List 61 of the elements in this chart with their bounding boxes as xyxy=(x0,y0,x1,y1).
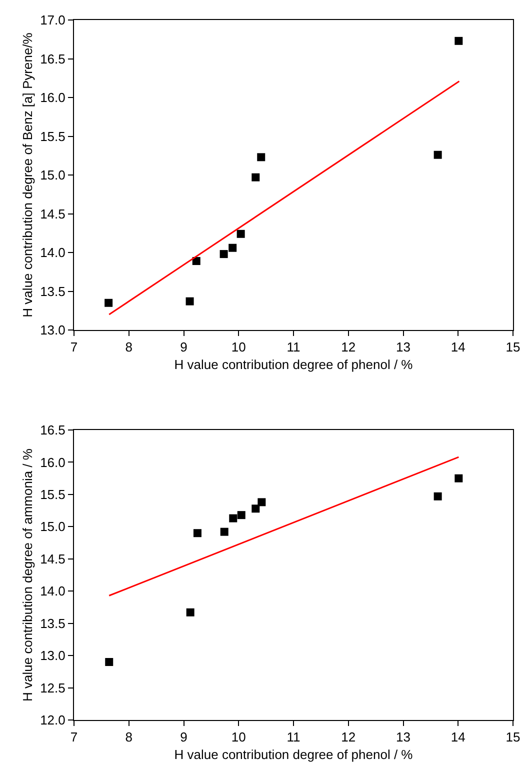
x-tick-label: 11 xyxy=(286,730,300,745)
x-tick-label: 15 xyxy=(506,730,520,745)
y-tick-label: 15.0 xyxy=(40,168,66,183)
x-tick-label: 13 xyxy=(396,730,410,745)
point xyxy=(257,153,266,162)
y-tick-label: 13.0 xyxy=(40,322,66,338)
x-tick-label: 10 xyxy=(231,730,246,745)
point xyxy=(220,528,228,536)
x-tick-label: 10 xyxy=(231,340,246,355)
point xyxy=(454,36,463,45)
y-tick-label: 15.5 xyxy=(40,128,66,144)
y-axis-title: H value contribution degree of ammonia / % xyxy=(20,448,36,702)
x-tick-label: 15 xyxy=(506,340,520,355)
x-tick-label: 12 xyxy=(341,340,356,355)
x-tick-label: 9 xyxy=(180,730,188,745)
y-tick-label: 14.0 xyxy=(40,245,66,260)
y-tick-label: 14.5 xyxy=(40,206,66,222)
x-tick-label: 8 xyxy=(125,340,132,355)
y-tick-label: 14.0 xyxy=(40,584,66,599)
point xyxy=(105,658,114,666)
x-tick-label: 7 xyxy=(70,730,78,745)
y-tick-label: 16.5 xyxy=(40,51,66,66)
y-tick-label: 14.5 xyxy=(40,551,66,566)
y-tick-label: 16.5 xyxy=(40,422,66,438)
point xyxy=(454,474,463,482)
x-tick-label: 8 xyxy=(125,730,132,745)
point xyxy=(228,244,237,252)
point xyxy=(193,529,202,538)
point xyxy=(434,150,442,159)
point xyxy=(186,297,194,306)
y-tick-label: 13.5 xyxy=(40,616,66,631)
y-tick-label: 13.0 xyxy=(40,648,66,664)
x-tick-label: 13 xyxy=(396,340,410,355)
point xyxy=(236,230,245,238)
point xyxy=(434,492,442,500)
x-tick-label: 11 xyxy=(286,340,300,355)
point xyxy=(258,498,266,506)
y-tick-label: 15.5 xyxy=(40,486,66,502)
x-tick-label: 12 xyxy=(341,730,356,745)
y-tick-label: 17.0 xyxy=(40,12,66,28)
y-tick-label: 12.0 xyxy=(40,712,66,728)
point xyxy=(220,250,228,258)
y-tick-label: 15.0 xyxy=(40,519,66,534)
x-tick-label: 14 xyxy=(450,340,466,355)
y-tick-label: 16.0 xyxy=(40,90,66,106)
y-tick-label: 13.5 xyxy=(40,284,66,299)
point xyxy=(229,514,238,522)
point xyxy=(192,257,200,266)
y-axis-title: H value contribution degree of Benz [a] Pyrene/% xyxy=(20,32,36,318)
x-tick-label: 7 xyxy=(70,340,78,355)
y-tick-label: 16.0 xyxy=(40,454,66,470)
point xyxy=(104,298,113,307)
x-tick-label: 9 xyxy=(180,340,188,355)
point xyxy=(252,504,260,513)
x-axis-title: H value contribution degree of phenol / % xyxy=(174,357,414,372)
x-axis-title: H value contribution degree of phenol / % xyxy=(174,747,414,762)
y-tick-label: 12.5 xyxy=(40,680,66,696)
x-tick-label: 14 xyxy=(450,730,466,745)
point xyxy=(186,608,194,616)
point xyxy=(252,173,260,182)
point xyxy=(237,511,246,520)
